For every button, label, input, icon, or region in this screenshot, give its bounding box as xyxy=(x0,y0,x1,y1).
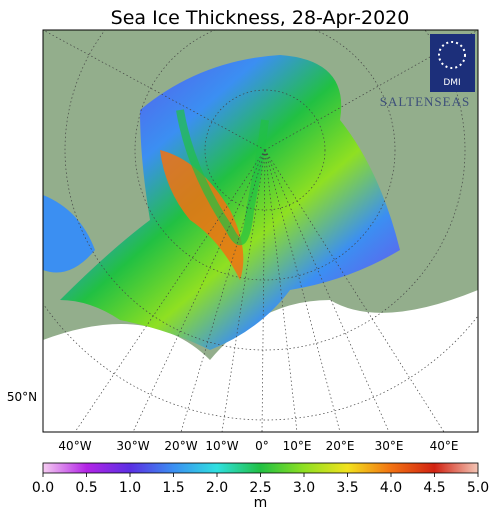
lon-label: 10°E xyxy=(283,439,312,453)
sea-ice xyxy=(60,55,400,350)
logo-text: DMI xyxy=(443,78,460,88)
colorbar-tick-label: 2.5 xyxy=(249,480,271,496)
ice-band xyxy=(176,109,269,246)
map xyxy=(43,30,478,432)
bay-ice xyxy=(43,195,95,273)
colorbar-scale xyxy=(42,462,479,474)
lon-label: 40°W xyxy=(58,439,91,453)
graticule xyxy=(43,30,478,432)
open-water xyxy=(43,290,478,432)
colorbar-tick-label: 3.5 xyxy=(336,480,358,496)
colorbar-tick-label: 4.0 xyxy=(380,480,402,496)
watermark: SALTENSEAS xyxy=(380,94,470,109)
thick-ice xyxy=(160,150,244,280)
lon-label: 0° xyxy=(255,439,269,453)
map-frame xyxy=(42,29,479,433)
lon-label: 30°E xyxy=(375,439,404,453)
colorbar-tick-label: 1.5 xyxy=(162,480,184,496)
colorbar-tick-label: 1.0 xyxy=(119,480,141,496)
lon-label: 30°W xyxy=(116,439,149,453)
colorbar-tick-label: 4.5 xyxy=(423,480,445,496)
lon-labels: 40°W 30°W 20°W 10°W 0° 10°E 20°E 30°E 40°E xyxy=(58,439,458,453)
logo-box xyxy=(430,34,475,92)
colorbar-tick-label: 5.0 xyxy=(467,480,489,496)
colorbar-tick-label: 2.0 xyxy=(206,480,228,496)
lon-label: 10°W xyxy=(205,439,238,453)
lon-label: 40°E xyxy=(430,439,459,453)
map-title: Sea Ice Thickness, 28-Apr-2020 xyxy=(111,7,410,29)
colorbar-tick-label: 3.0 xyxy=(293,480,315,496)
lon-label: 20°E xyxy=(326,439,355,453)
colorbar-tick-label: 0.5 xyxy=(75,480,97,496)
lat-label: 50°N xyxy=(7,390,37,404)
colorbar: 0.0 0.5 1.0 1.5 2.0 2.5 3.0 3.5 4.0 4.5 5.0 m xyxy=(32,462,489,511)
lon-label: 20°W xyxy=(164,439,197,453)
logo-mark xyxy=(438,41,466,69)
colorbar-label: m xyxy=(254,495,268,511)
colorbar-tick-label: 0.0 xyxy=(32,480,54,496)
